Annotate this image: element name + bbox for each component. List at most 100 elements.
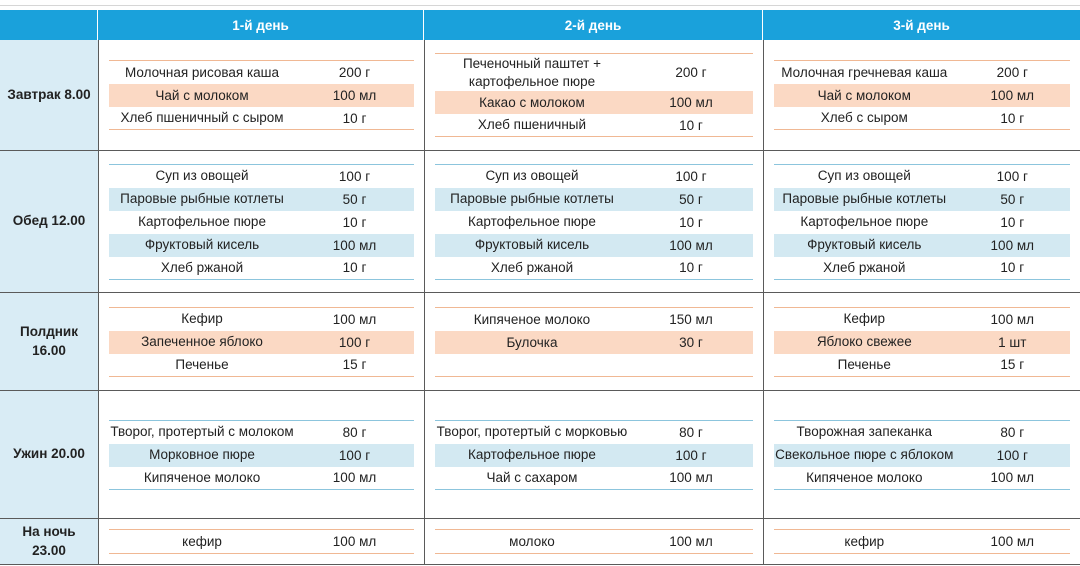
meal-day-cell: молоко 100 мл: [424, 519, 763, 565]
dish-name: Суп из овощей: [817, 168, 911, 184]
dish-amount: 10 г: [679, 214, 703, 230]
meal-day-cell: Суп из овощей 100 г Паровые рыбные котлет…: [424, 151, 763, 293]
dish-name: Кипяченое молоко: [473, 311, 591, 327]
meal-day-cell: Творожная запеканка 80 г Свекольное пюре …: [763, 391, 1080, 519]
dish-row: Кипяченое молоко 100 мл: [774, 467, 1070, 490]
meal-day-cell: Кефир 100 мл Яблоко свежее 1 шт Печенье 15 …: [763, 293, 1080, 391]
dish-name: Чай с сахаром: [486, 469, 578, 485]
dish-name: Паровые рыбные котлеты: [120, 191, 284, 207]
dish-name: Морковное пюре: [149, 447, 255, 463]
dish-row: Булочка 30 г: [435, 331, 753, 354]
dish-row: Хлеб пшеничный 10 г: [435, 114, 753, 138]
dish-amount: 100 г: [338, 447, 371, 463]
meal-day-cell: Суп из овощей 100 г Паровые рыбные котлет…: [763, 151, 1080, 293]
dish-amount: 100 мл: [990, 237, 1034, 253]
dish-name: Яблоко свежее: [816, 334, 912, 350]
meal-label: Завтрак 8.00: [0, 40, 98, 151]
dish-name: Хлеб пшеничный с сыром: [120, 110, 284, 126]
dish-name: Кефир: [181, 311, 223, 327]
dish-amount: 80 г: [342, 424, 367, 440]
dish-row: Кипяченое молоко 100 мл: [109, 467, 414, 490]
dish-amount: 10 г: [342, 214, 367, 230]
dish-row: Свекольное пюре с яблоком 100 г: [774, 443, 1070, 467]
dish-name: кефир: [844, 533, 885, 549]
dish-row: Суп из овощей 100 г: [109, 165, 414, 188]
day-header: 3-й день: [763, 10, 1080, 40]
dish-amount: 100 г: [338, 334, 371, 350]
dish-row: Чай с молоком 100 мл: [109, 84, 414, 107]
dish-row: Фруктовый кисель 100 мл: [109, 233, 414, 257]
dish-name: Хлеб с сыром: [820, 110, 908, 126]
dish-row: Запеченное яблоко 100 г: [109, 330, 414, 354]
dish-amount: 150 мл: [669, 312, 713, 327]
meal-day-cell: кефир 100 мл: [763, 519, 1080, 565]
day-header: 1-й день: [98, 10, 424, 40]
dish-amount: 100 мл: [990, 534, 1034, 549]
dish-name: Фруктовый кисель: [474, 237, 590, 253]
dish-row: Чай с сахаром 100 мл: [435, 467, 753, 490]
dish-row: Молочная гречневая каша 200 г: [774, 61, 1070, 84]
dish-amount: 200 г: [675, 65, 707, 80]
dish-amount: 15 г: [1000, 357, 1025, 372]
dish-name: Суп из овощей: [155, 168, 249, 184]
dish-amount: 10 г: [1000, 214, 1025, 230]
dish-name: Печеночный паштет + картофельное пюре: [462, 55, 601, 89]
meal-label: Обед 12.00: [0, 151, 98, 293]
dish-amount: 100 мл: [332, 88, 377, 103]
dish-name: Хлеб ржаной: [490, 259, 574, 275]
dish-name: Фруктовый кисель: [144, 237, 260, 253]
dish-amount: 100 г: [675, 447, 707, 463]
dish-name: Хлеб ржаной: [823, 259, 906, 275]
dish-amount: 100 мл: [332, 534, 377, 549]
dish-amount: 100 мл: [669, 95, 713, 111]
meal-day-cell: Молочная рисовая каша 200 г Чай с молоком…: [98, 40, 424, 151]
dish-row: Творожная запеканка 80 г: [774, 421, 1070, 444]
dish-amount: 50 г: [342, 191, 367, 207]
day-header: 2-й день: [424, 10, 763, 40]
dish-amount: 10 г: [342, 260, 367, 275]
meal-day-cell: Суп из овощей 100 г Паровые рыбные котлет…: [98, 151, 424, 293]
dish-name: Запеченное яблоко: [141, 334, 263, 350]
dish-row: Паровые рыбные котлеты 50 г: [435, 187, 753, 211]
dish-name: Суп из овощей: [485, 168, 579, 184]
dish-row: Яблоко свежее 1 шт: [774, 330, 1070, 354]
dish-name: Печенье: [175, 356, 229, 372]
dish-row: Хлеб ржаной 10 г: [435, 257, 753, 280]
dish-amount: 50 г: [679, 191, 703, 207]
dish-amount: 10 г: [679, 117, 703, 133]
meal-day-cell: Печеночный паштет + картофельное пюре 200…: [424, 40, 763, 151]
dish-row: Морковное пюре 100 г: [109, 443, 414, 467]
dish-name: Творог, протертый с морковью: [436, 424, 628, 440]
meal-day-cell: Молочная гречневая каша 200 г Чай с молок…: [763, 40, 1080, 151]
dish-row: Хлеб ржаной 10 г: [774, 257, 1070, 280]
dish-name: Какао с молоком: [479, 94, 585, 110]
dish-amount: 80 г: [679, 424, 703, 440]
meal-day-cell: кефир 100 мл: [98, 519, 424, 565]
dish-row: Суп из овощей 100 г: [774, 165, 1070, 188]
dish-name: молоко: [509, 533, 555, 549]
dish-name: Кипяченое молоко: [806, 469, 923, 485]
dish-amount: 10 г: [1000, 110, 1025, 126]
dish-name: Свекольное пюре с яблоком: [775, 447, 954, 463]
dish-name: кефир: [182, 533, 222, 549]
dish-row: Фруктовый кисель 100 мл: [774, 233, 1070, 257]
dish-name: Картофельное пюре: [800, 214, 929, 230]
dish-amount: 100 мл: [990, 88, 1034, 103]
dish-row: Картофельное пюре 10 г: [435, 211, 753, 234]
meal-day-cell: Кипяченое молоко 150 мл Булочка 30 г: [424, 293, 763, 391]
dish-name: Булочка: [506, 334, 558, 350]
dish-row: [435, 354, 753, 377]
menu-table: 1-й день 2-й день 3-й день Завтрак 8.00 …: [0, 10, 1080, 565]
dish-name: Картофельное пюре: [468, 214, 596, 230]
dish-name: Хлеб пшеничный: [477, 117, 587, 133]
dish-row: Паровые рыбные котлеты 50 г: [109, 187, 414, 211]
dish-row: Печенье 15 г: [109, 354, 414, 377]
dish-row: Какао с молоком 100 мл: [435, 91, 753, 115]
dish-row: молоко 100 мл: [435, 530, 753, 554]
dish-amount: 100 мл: [669, 237, 713, 253]
meal-label: Ужин 20.00: [0, 391, 98, 519]
dish-name: Чай с молоком: [817, 87, 911, 103]
dish-row: Хлеб пшеничный с сыром 10 г: [109, 107, 414, 130]
dish-row: Кипяченое молоко 150 мл: [435, 308, 753, 331]
